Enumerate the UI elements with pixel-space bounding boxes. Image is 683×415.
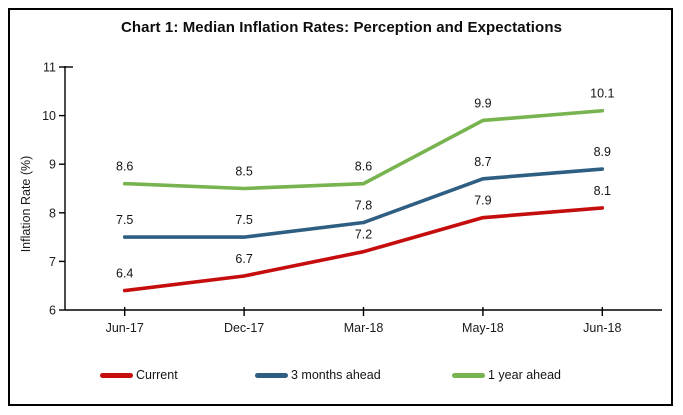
data-label: 6.4 <box>116 267 133 281</box>
legend-swatch-1-year-ahead <box>452 372 485 378</box>
data-label: 7.8 <box>355 199 372 213</box>
y-tick-label: 11 <box>43 61 56 75</box>
x-tick-label: May-18 <box>462 321 504 335</box>
legend-swatch-current <box>100 372 133 378</box>
x-tick-label: Dec-17 <box>224 321 264 335</box>
data-label: 6.7 <box>235 252 252 266</box>
chart-title: Chart 1: Median Inflation Rates: Percept… <box>120 19 563 36</box>
data-label: 10.1 <box>590 87 614 101</box>
series-line-current <box>122 206 605 293</box>
series-line-1-year-ahead <box>122 108 605 191</box>
data-label: 7.5 <box>235 213 252 227</box>
y-tick-label: 6 <box>49 304 56 318</box>
series-line-3-months-ahead <box>122 167 605 239</box>
data-label: 8.9 <box>594 145 611 159</box>
x-tick-label: Jun-18 <box>583 321 621 335</box>
chart-border <box>8 8 673 406</box>
x-tick-label: Mar-18 <box>344 321 384 335</box>
x-tick-label: Jun-17 <box>106 321 144 335</box>
data-label: 7.9 <box>474 194 491 208</box>
data-label: 8.1 <box>594 184 611 198</box>
y-tick-label: 10 <box>42 109 56 123</box>
y-tick-label: 9 <box>49 158 56 172</box>
legend-item-1-year-ahead: 1 year ahead <box>452 368 561 382</box>
legend-label: 1 year ahead <box>488 368 561 382</box>
y-tick-label: 8 <box>49 206 56 220</box>
legend-label: Current <box>136 368 178 382</box>
y-tick-label: 7 <box>49 255 56 269</box>
legend-item-3-months-ahead: 3 months ahead <box>255 368 381 382</box>
data-label: 8.6 <box>116 160 133 174</box>
data-label: 9.9 <box>474 96 491 110</box>
data-label: 8.7 <box>474 155 491 169</box>
data-label: 7.5 <box>116 213 133 227</box>
legend-swatch-3-months-ahead <box>255 372 288 378</box>
data-label: 8.5 <box>235 165 252 179</box>
legend-item-current: Current <box>100 368 178 382</box>
data-label: 8.6 <box>355 160 372 174</box>
data-label: 7.2 <box>355 228 372 242</box>
legend-label: 3 months ahead <box>291 368 381 382</box>
